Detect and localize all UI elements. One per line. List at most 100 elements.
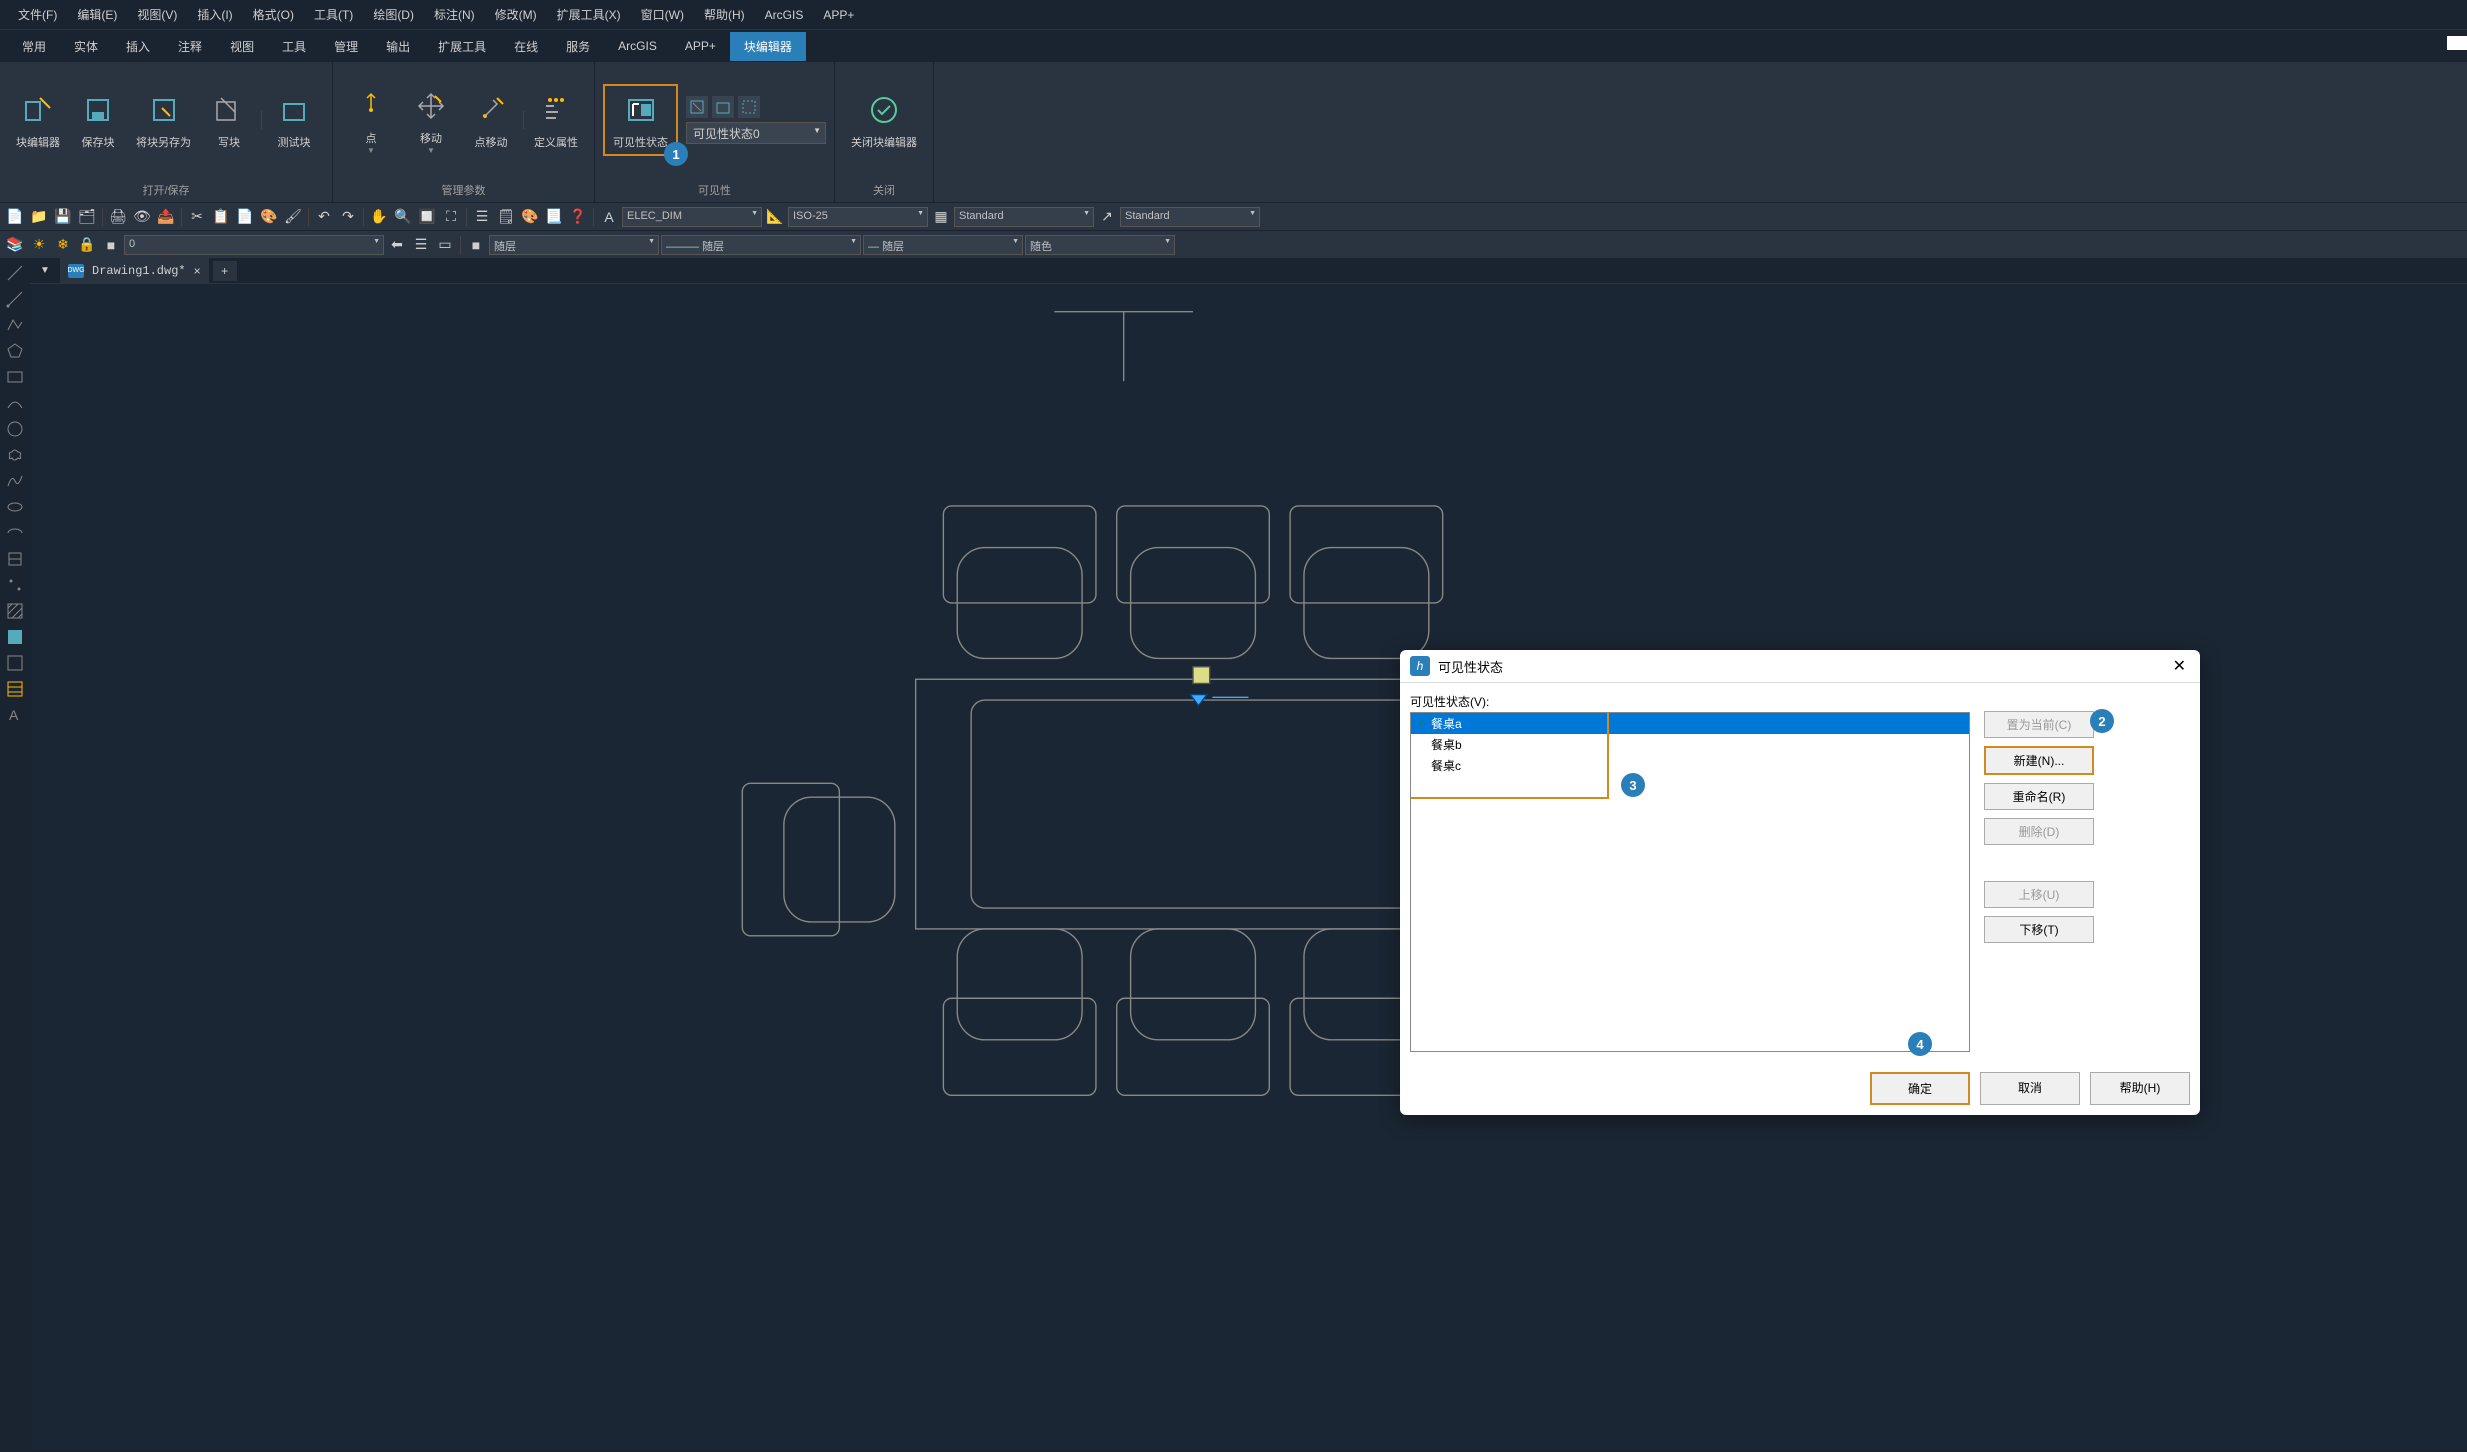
tab-view[interactable]: 视图	[216, 32, 268, 61]
dialog-close-button[interactable]: ✕	[2169, 656, 2190, 676]
copy-icon[interactable]: 📋	[210, 206, 232, 228]
btn-close-editor[interactable]: 关闭块编辑器	[843, 86, 925, 154]
vis-icon-2[interactable]	[712, 96, 734, 118]
zoom-icon[interactable]: 🔍	[392, 206, 414, 228]
layer-prev-icon[interactable]: ⬅	[386, 234, 408, 256]
menu-file[interactable]: 文件(F)	[8, 2, 67, 27]
menu-edit[interactable]: 编辑(E)	[67, 2, 127, 27]
btn-cancel[interactable]: 取消	[1980, 1072, 2080, 1105]
sheet-icon[interactable]: 📃	[543, 206, 565, 228]
minimize-ribbon-icon[interactable]	[2447, 36, 2467, 50]
brush-icon[interactable]: 🖌	[282, 206, 304, 228]
zoom-window-icon[interactable]: 🔲	[416, 206, 438, 228]
btn-help[interactable]: 帮助(H)	[2090, 1072, 2190, 1105]
tab-output[interactable]: 输出	[372, 32, 424, 61]
menu-format[interactable]: 格式(O)	[243, 2, 304, 27]
redo-icon[interactable]: ↷	[337, 206, 359, 228]
btn-move-down[interactable]: 下移(T)	[1984, 916, 2094, 943]
btn-block-editor[interactable]: 块编辑器	[8, 86, 68, 154]
ellipse-icon[interactable]	[4, 496, 26, 518]
btn-move[interactable]: 移动 ▼	[401, 82, 461, 159]
menu-modify[interactable]: 修改(M)	[485, 2, 547, 27]
ray-icon[interactable]	[4, 288, 26, 310]
btn-set-current[interactable]: 置为当前(C)	[1984, 711, 2094, 738]
rectangle-icon[interactable]	[4, 366, 26, 388]
menu-tools[interactable]: 工具(T)	[304, 2, 363, 27]
layer-icon[interactable]: 📚	[4, 234, 26, 256]
vis-icon-1[interactable]	[686, 96, 708, 118]
mleader-style-dropdown[interactable]: Standard	[1120, 207, 1260, 227]
lineweight-dropdown[interactable]: — 随层	[863, 235, 1023, 255]
btn-save-block[interactable]: 保存块	[68, 86, 128, 154]
dim-style-dropdown[interactable]: ISO-25	[788, 207, 928, 227]
ellipse-arc-icon[interactable]	[4, 522, 26, 544]
props-icon[interactable]: ☰	[471, 206, 493, 228]
vis-icon-3[interactable]	[738, 96, 760, 118]
btn-define-attr[interactable]: 定义属性	[526, 86, 586, 154]
tab-extend[interactable]: 扩展工具	[424, 32, 500, 61]
text-icon[interactable]: A	[4, 704, 26, 726]
tab-app[interactable]: APP+	[671, 33, 730, 59]
tab-online[interactable]: 在线	[500, 32, 552, 61]
tab-insert[interactable]: 插入	[112, 32, 164, 61]
plot-style-dropdown[interactable]: 随色	[1025, 235, 1175, 255]
tab-service[interactable]: 服务	[552, 32, 604, 61]
btn-new[interactable]: 新建(N)...	[1984, 746, 2094, 775]
point-icon[interactable]	[4, 574, 26, 596]
hatch-icon[interactable]	[4, 600, 26, 622]
dim-style-icon[interactable]: 📐	[764, 206, 786, 228]
menu-extend[interactable]: 扩展工具(X)	[547, 2, 631, 27]
btn-move-up[interactable]: 上移(U)	[1984, 881, 2094, 908]
text-style-dropdown[interactable]: ELEC_DIM	[622, 207, 762, 227]
tab-annotate[interactable]: 注释	[164, 32, 216, 61]
lock-icon[interactable]: 🔒	[76, 234, 98, 256]
color-dropdown[interactable]: 随层	[489, 235, 659, 255]
list-item-0[interactable]: ✓餐桌a	[1411, 713, 1969, 734]
tab-common[interactable]: 常用	[8, 32, 60, 61]
linetype-dropdown[interactable]: ——— 随层	[661, 235, 861, 255]
calc-icon[interactable]: 🗒	[495, 206, 517, 228]
publish-icon[interactable]: 📤	[155, 206, 177, 228]
btn-rename[interactable]: 重命名(R)	[1984, 783, 2094, 810]
zoom-ext-icon[interactable]: ⛶	[440, 206, 462, 228]
menu-dimension[interactable]: 标注(N)	[424, 2, 485, 27]
table-icon[interactable]	[4, 678, 26, 700]
btn-test-block[interactable]: 测试块	[264, 86, 324, 154]
expand-icon[interactable]: ▼	[40, 265, 50, 276]
tab-tools[interactable]: 工具	[268, 32, 320, 61]
tab-manage[interactable]: 管理	[320, 32, 372, 61]
tab-blockeditor[interactable]: 块编辑器	[730, 32, 806, 61]
print-icon[interactable]: 🖨	[107, 206, 129, 228]
menu-window[interactable]: 窗口(W)	[631, 2, 694, 27]
add-tab-button[interactable]: +	[213, 261, 237, 281]
menu-draw[interactable]: 绘图(D)	[363, 2, 424, 27]
paste-icon[interactable]: 📄	[234, 206, 256, 228]
btn-point[interactable]: 点 ▼	[341, 82, 401, 159]
menu-view[interactable]: 视图(V)	[127, 2, 187, 27]
color-swatch-icon[interactable]: ■	[465, 234, 487, 256]
btn-delete[interactable]: 删除(D)	[1984, 818, 2094, 845]
revcloud-icon[interactable]	[4, 444, 26, 466]
menu-arcgis[interactable]: ArcGIS	[755, 4, 814, 26]
sun-icon[interactable]: ☀	[28, 234, 50, 256]
table-style-icon[interactable]: ▦	[930, 206, 952, 228]
btn-save-block-as[interactable]: 将块另存为	[128, 86, 199, 154]
save-all-icon[interactable]: 🗂	[76, 206, 98, 228]
layer-color-icon[interactable]: ■	[100, 234, 122, 256]
line-icon[interactable]	[4, 262, 26, 284]
new-icon[interactable]: 📄	[4, 206, 26, 228]
close-tab-icon[interactable]: ×	[194, 264, 201, 278]
tab-arcgis[interactable]: ArcGIS	[604, 33, 671, 59]
match-icon[interactable]: 🎨	[258, 206, 280, 228]
cut-icon[interactable]: ✂	[186, 206, 208, 228]
pan-icon[interactable]: ✋	[368, 206, 390, 228]
block-icon[interactable]	[4, 548, 26, 570]
visibility-dropdown[interactable]: 可见性状态0	[686, 122, 826, 144]
region-icon[interactable]	[4, 652, 26, 674]
list-item-1[interactable]: 餐桌b	[1411, 734, 1969, 755]
menu-help[interactable]: 帮助(H)	[694, 2, 755, 27]
menu-app[interactable]: APP+	[813, 4, 864, 26]
btn-ok[interactable]: 确定	[1870, 1072, 1970, 1105]
layer-state-icon[interactable]: ☰	[410, 234, 432, 256]
table-style-dropdown[interactable]: Standard	[954, 207, 1094, 227]
